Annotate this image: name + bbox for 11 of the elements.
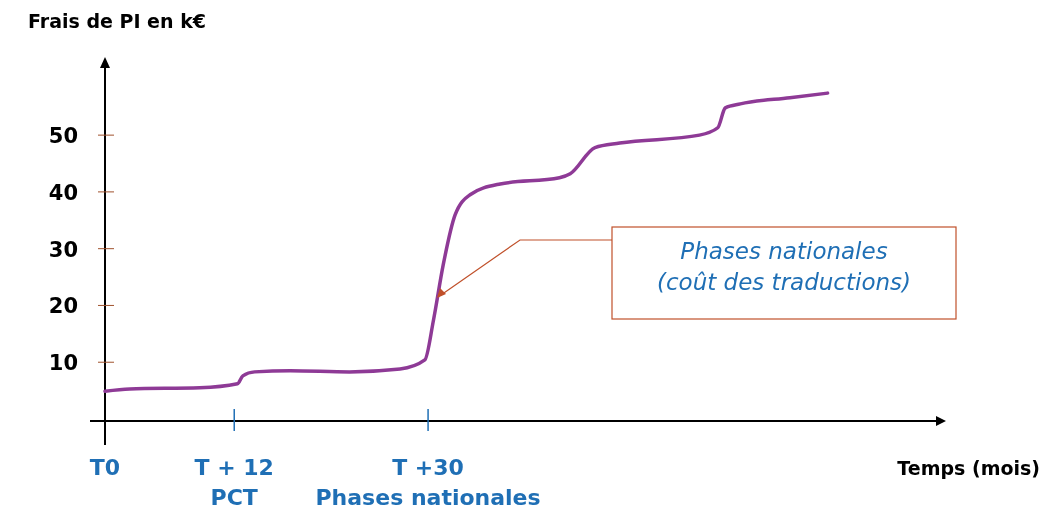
y-tick-label: 20 <box>48 294 78 319</box>
x-axis-title: Temps (mois) <box>897 457 1040 479</box>
y-tick-label: 10 <box>48 351 78 376</box>
x-tick-label: T0 <box>89 455 121 480</box>
x-tick-label: T + 12 PCT <box>194 455 274 510</box>
y-tick-label: 40 <box>48 180 78 205</box>
x-tick-label: T +30 Phases nationales <box>315 455 541 510</box>
y-tick-label: 50 <box>48 124 78 149</box>
annotation: Phases nationales (coût des traductions) <box>656 238 912 295</box>
y-tick-label: 30 <box>48 237 78 262</box>
y-axis-title: Frais de PI en k€ <box>28 10 206 32</box>
